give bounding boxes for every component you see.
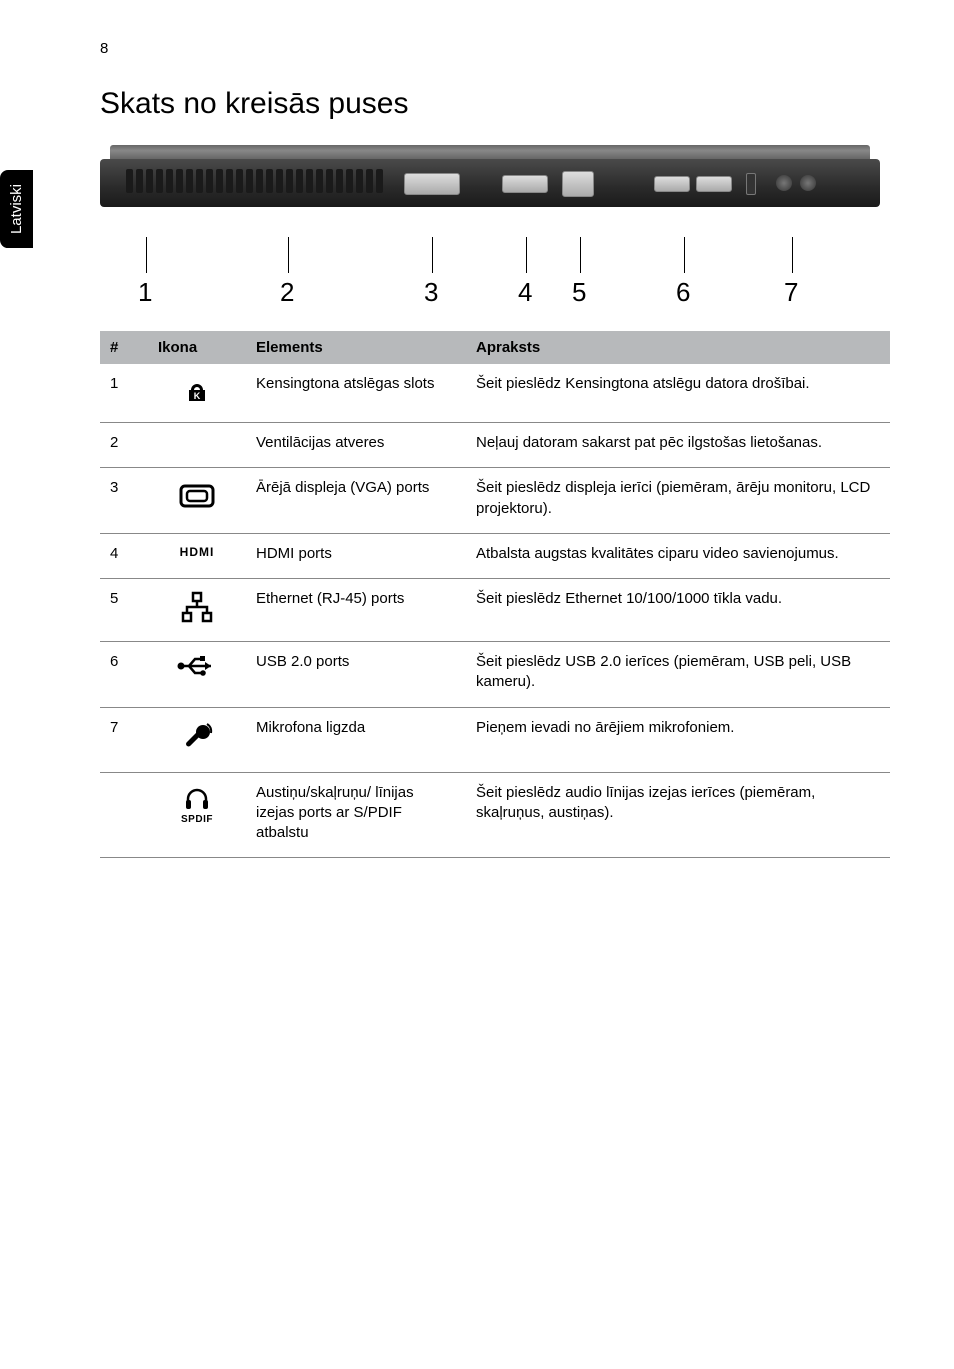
callout-3: 3 [424, 277, 438, 308]
section-heading: Skats no kreisās puses [100, 87, 894, 121]
row-element: Ārējā displeja (VGA) ports [246, 468, 466, 534]
row-num: 3 [100, 468, 148, 534]
callout-5: 5 [572, 277, 586, 308]
row-element: HDMI ports [246, 533, 466, 578]
row-element: Ethernet (RJ-45) ports [246, 579, 466, 642]
row-desc: Neļauj datoram sakarst pat pēc ilgstošas… [466, 423, 890, 468]
row-desc: Šeit pieslēdz displeja ierīci (piemēram,… [466, 468, 890, 534]
row-element: Ventilācijas atveres [246, 423, 466, 468]
row-element: USB 2.0 ports [246, 642, 466, 708]
table-row: 2 Ventilācijas atveres Neļauj datoram sa… [100, 423, 890, 468]
callout-2: 2 [280, 277, 294, 308]
headphone-spdif-icon: SPDIF [148, 772, 246, 858]
callout-1: 1 [138, 277, 152, 308]
row-element: Mikrofona ligzda [246, 707, 466, 772]
callout-6: 6 [676, 277, 690, 308]
callout-4: 4 [518, 277, 532, 308]
svg-text:K: K [194, 391, 201, 401]
header-icon: Ikona [148, 331, 246, 364]
row-desc: Pieņem ievadi no ārējiem mikrofoniem. [466, 707, 890, 772]
microphone-icon [148, 707, 246, 772]
vga-display-icon [148, 468, 246, 534]
table-row: 6 USB 2.0 ports Šeit pieslēdz USB 2.0 ie… [100, 642, 890, 708]
row-num: 7 [100, 707, 148, 772]
header-element: Elements [246, 331, 466, 364]
usb-icon [148, 642, 246, 708]
table-row: SPDIF Austiņu/skaļruņu/ līnijas izejas p… [100, 772, 890, 858]
table-row: 4 HDMI HDMI ports Atbalsta augstas kvali… [100, 533, 890, 578]
row-desc: Šeit pieslēdz Ethernet 10/100/1000 tīkla… [466, 579, 890, 642]
header-desc: Apraksts [466, 331, 890, 364]
row-num: 2 [100, 423, 148, 468]
laptop-side-diagram: 1 2 3 4 5 6 7 [100, 145, 894, 307]
callout-7: 7 [784, 277, 798, 308]
ethernet-icon [148, 579, 246, 642]
table-row: 5 Ethernet (RJ-45) ports Šeit pieslēdz E… [100, 579, 890, 642]
row-element: Austiņu/skaļruņu/ līnijas izejas ports a… [246, 772, 466, 858]
table-header-row: # Ikona Elements Apraksts [100, 331, 890, 364]
row-num: 5 [100, 579, 148, 642]
row-num: 6 [100, 642, 148, 708]
row-num [100, 772, 148, 858]
row-element: Kensingtona atslēgas slots [246, 364, 466, 423]
ports-table: # Ikona Elements Apraksts 1 K Kensington… [100, 331, 890, 858]
row-desc: Atbalsta augstas kvalitātes ciparu video… [466, 533, 890, 578]
no-icon [148, 423, 246, 468]
table-row: 7 Mikrofona ligzda Pieņem ievadi no ārēj… [100, 707, 890, 772]
hdmi-icon: HDMI [148, 533, 246, 578]
row-num: 4 [100, 533, 148, 578]
row-desc: Šeit pieslēdz audio līnijas izejas ierīc… [466, 772, 890, 858]
header-num: # [100, 331, 148, 364]
page-number: 8 [100, 40, 894, 57]
row-num: 1 [100, 364, 148, 423]
table-row: 3 Ārējā displeja (VGA) ports Šeit pieslē… [100, 468, 890, 534]
row-desc: Šeit pieslēdz USB 2.0 ierīces (piemēram,… [466, 642, 890, 708]
language-tab: Latviski [0, 170, 33, 248]
table-row: 1 K Kensingtona atslēgas slots Šeit pies… [100, 364, 890, 423]
kensington-lock-icon: K [148, 364, 246, 423]
row-desc: Šeit pieslēdz Kensingtona atslēgu datora… [466, 364, 890, 423]
